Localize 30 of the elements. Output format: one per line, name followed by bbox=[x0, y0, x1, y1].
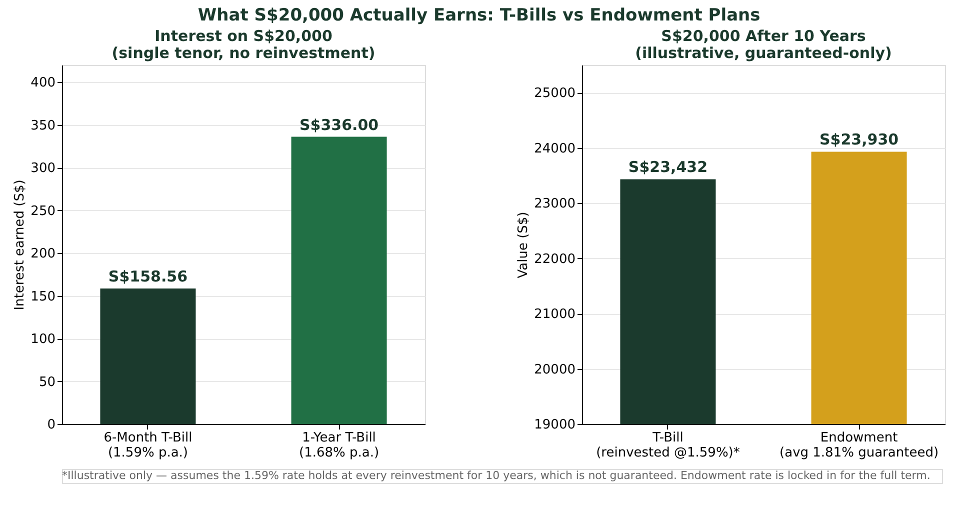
y-tick-label: 19000 bbox=[534, 418, 576, 432]
text: What S$20,000 Actually Earns: T-Bills vs Endowment Plans bbox=[198, 6, 760, 26]
y-tick-label: 200 bbox=[30, 246, 56, 262]
y-tick-label: 150 bbox=[30, 289, 56, 304]
y-tick-label: 250 bbox=[30, 204, 56, 219]
x-tick-label: Endowment (avg 1.81% guaranteed) bbox=[780, 430, 939, 460]
y-tick-label: 25000 bbox=[534, 86, 576, 102]
data-label: S$158.56 bbox=[108, 267, 188, 286]
text: *Illustrative only — assumes the 1.59% rate holds at every reinvestment for 10 years, which is not guaranteed. Endowment rate is locked in for the full term. bbox=[62, 469, 930, 482]
y-tick-label: 21000 bbox=[534, 307, 576, 322]
y-axis-title: Value (S$) bbox=[516, 212, 532, 278]
data-label: S$23,930 bbox=[819, 130, 899, 149]
data-label: S$336.00 bbox=[299, 116, 379, 134]
x-tick-label: T-Bill (reinvested @1.59%)* bbox=[596, 430, 740, 460]
y-tick-label: 400 bbox=[30, 76, 56, 91]
y-tick-label: 0 bbox=[47, 418, 56, 432]
y-tick-label: 100 bbox=[30, 332, 56, 348]
y-tick-label: 350 bbox=[30, 118, 56, 134]
y-tick-label: 22000 bbox=[534, 252, 576, 267]
chart-title: S$20,000 After 10 Years (illustrative, guaranteed-only) bbox=[635, 27, 892, 62]
y-tick-label: 50 bbox=[38, 374, 56, 390]
y-axis-title: Interest earned (S$) bbox=[12, 180, 28, 310]
chart-title: Interest on S$20,000 (single tenor, no reinvestment) bbox=[112, 27, 376, 62]
x-tick-label: 6-Month T-Bill (1.59% p.a.) bbox=[104, 430, 192, 460]
data-label: S$23,432 bbox=[628, 158, 708, 176]
y-tick-label: 24000 bbox=[534, 141, 576, 156]
y-tick-label: 23000 bbox=[534, 196, 576, 212]
y-tick-label: 300 bbox=[30, 161, 56, 176]
x-tick-label: 1-Year T-Bill (1.68% p.a.) bbox=[298, 430, 380, 460]
y-tick-label: 20000 bbox=[534, 362, 576, 378]
